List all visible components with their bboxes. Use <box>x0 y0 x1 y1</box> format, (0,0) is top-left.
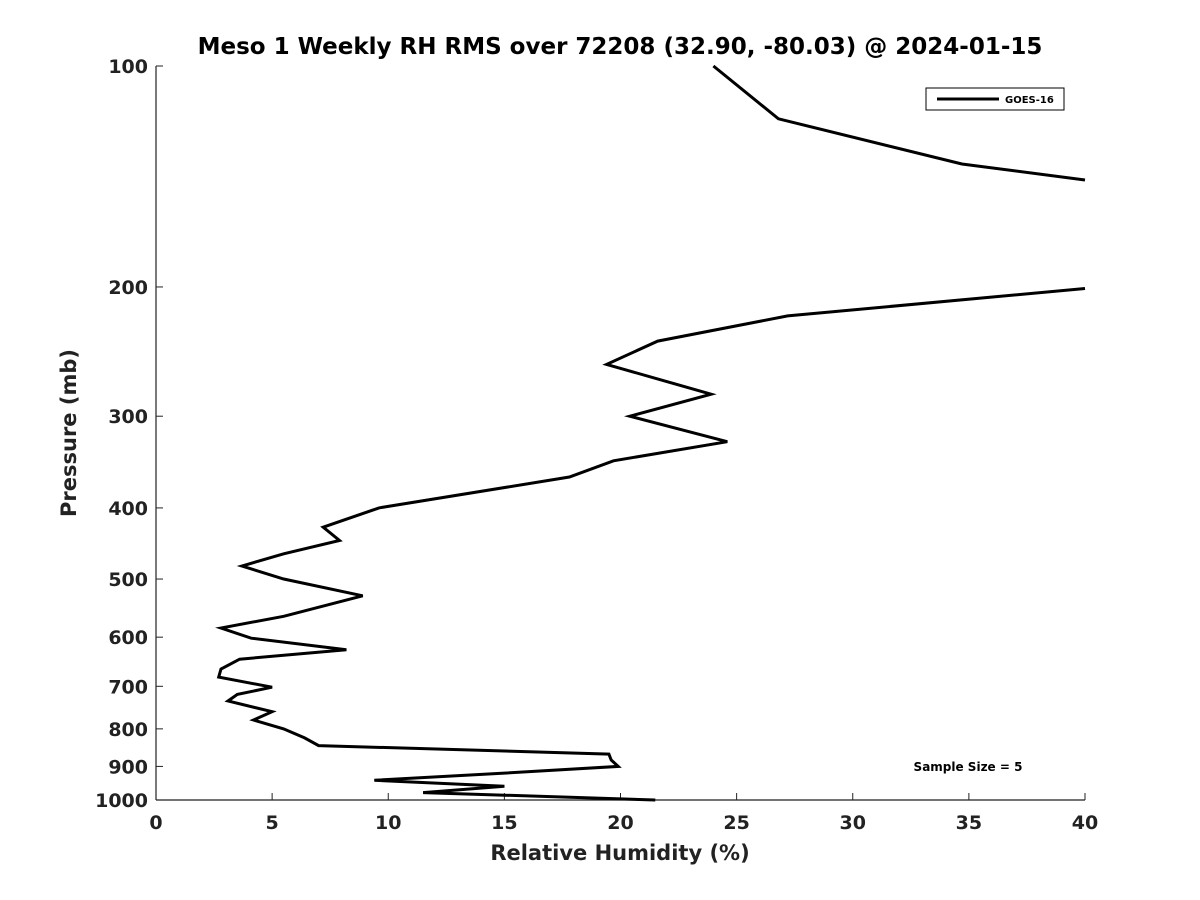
x-tick-label: 35 <box>956 812 982 834</box>
y-tick-label: 100 <box>108 56 148 78</box>
y-axis-label: Pressure (mb) <box>57 349 81 517</box>
series-group <box>215 64 1086 802</box>
x-tick-label: 15 <box>491 812 517 834</box>
y-tick-label: 300 <box>108 406 148 428</box>
sample-size-annotation: Sample Size = 5 <box>914 760 1023 774</box>
y-tick-label: 500 <box>108 569 148 591</box>
x-tick-label: 10 <box>375 812 401 834</box>
y-axis-ticks: 100 200 300 400 500 600 700 800 900 1000 <box>95 56 163 812</box>
x-tick-label: 40 <box>1072 812 1098 834</box>
y-tick-label: 1000 <box>95 790 148 812</box>
plot-area <box>156 66 1085 800</box>
y-tick-label: 900 <box>108 756 148 778</box>
y-tick-label: 700 <box>108 676 148 698</box>
x-tick-label: 30 <box>840 812 866 834</box>
x-tick-label: 5 <box>266 812 279 834</box>
x-tick-label: 0 <box>149 812 162 834</box>
series-line-goes-16 <box>712 64 1086 182</box>
x-tick-label: 20 <box>607 812 633 834</box>
x-axis-label: Relative Humidity (%) <box>490 841 749 865</box>
series-line-goes-16 <box>215 287 1086 802</box>
x-axis-ticks: 0 5 10 15 20 25 30 35 40 <box>149 793 1098 834</box>
x-tick-label: 25 <box>723 812 749 834</box>
legend: GOES-16 <box>925 87 1065 111</box>
chart-title: Meso 1 Weekly RH RMS over 72208 (32.90, … <box>198 34 1043 60</box>
y-tick-label: 600 <box>108 627 148 649</box>
y-tick-label: 200 <box>108 277 148 299</box>
y-tick-label: 400 <box>108 498 148 520</box>
y-tick-label: 800 <box>108 719 148 741</box>
legend-label-goes-16: GOES-16 <box>1005 95 1054 106</box>
